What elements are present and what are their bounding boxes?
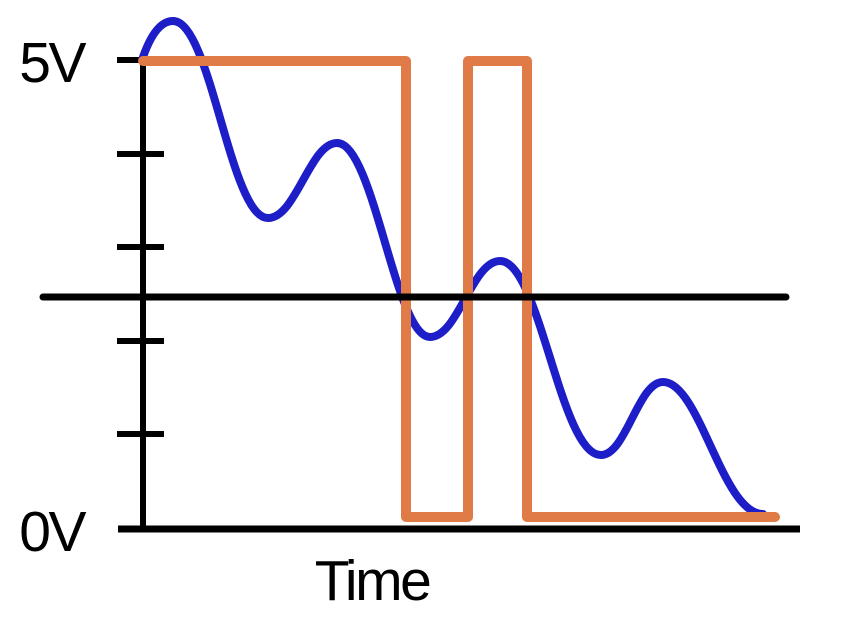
analog-signal-curve bbox=[138, 17, 767, 518]
digital-signal-curve bbox=[138, 56, 780, 522]
y-axis-min-label: 0V bbox=[19, 500, 86, 564]
x-axis-title: Time bbox=[315, 549, 430, 613]
y-axis-max-label: 5V bbox=[19, 31, 86, 95]
